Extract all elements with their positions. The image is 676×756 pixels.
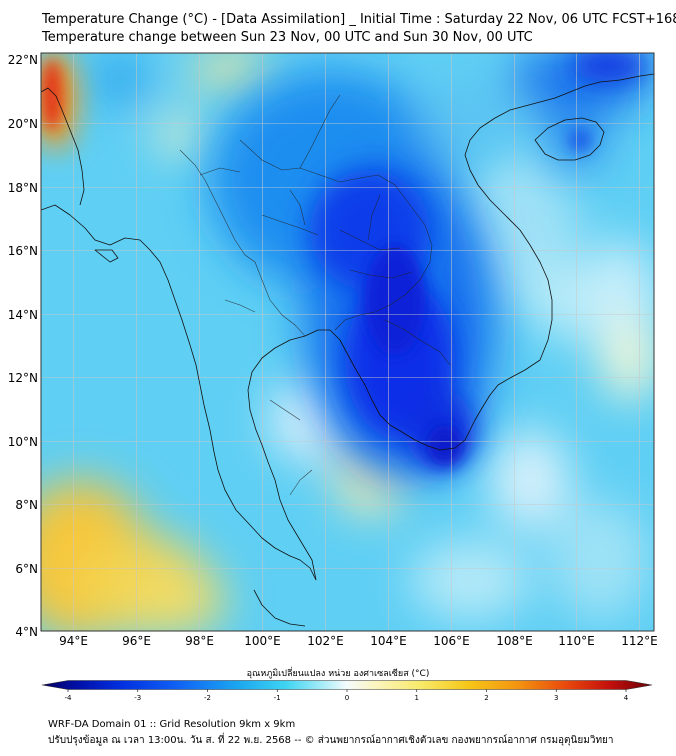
lat-label: 20°N [8,117,38,131]
lon-label: 106°E [433,634,470,648]
colorbar-tick-label: -4 [65,694,73,702]
colorbar-label: อุณหภูมิเปลี่ยนแปลง หน่วย องศาเซลเซียส (… [246,669,430,679]
longitude-labels: 94°E 96°E 98°E 100°E 102°E 104°E 106°E 1… [59,634,658,648]
colorbar-tick-label: 0 [345,694,349,702]
map-title: Temperature Change (°C) - [Data Assimila… [42,12,676,27]
lon-label: 96°E [122,634,151,648]
colorbar-bar [41,680,653,690]
colorbar-tick-label: 4 [624,694,629,702]
lon-label: 100°E [244,634,281,648]
lat-label: 18°N [8,181,38,195]
colorbar-ticks [67,689,627,692]
lon-label: 98°E [185,634,214,648]
lat-label: 10°N [8,435,38,449]
colorbar-tick-labels: -4 -3 -2 -1 0 1 2 3 4 [65,694,629,702]
colorbar-tick-label: 2 [484,694,488,702]
coastlines [41,73,654,627]
footer-model-info: WRF-DA Domain 01 :: Grid Resolution 9km … [48,719,296,730]
colorbar-tick-label: 3 [554,694,558,702]
lat-label: 4°N [15,625,38,639]
lat-label: 8°N [15,498,38,512]
latitude-labels: 22°N 20°N 18°N 16°N 14°N 12°N 10°N 8°N 6… [8,53,38,639]
colorbar-tick-label: -2 [204,694,211,702]
colorbar: -4 -3 -2 -1 0 1 2 3 4 [41,680,653,702]
lon-label: 94°E [59,634,88,648]
lat-label: 16°N [8,244,38,258]
lon-label: 112°E [621,634,658,648]
lat-label: 6°N [15,562,38,576]
map-subtitle: Temperature change between Sun 23 Nov, 0… [42,30,533,45]
colorbar-tick-label: -1 [274,694,281,702]
lat-label: 22°N [8,53,38,67]
map-gridlines [41,53,654,631]
lon-label: 104°E [370,634,407,648]
lon-label: 110°E [558,634,595,648]
colorbar-tick-label: 1 [415,694,419,702]
colorbar-tick-label: -3 [134,694,141,702]
map-frame [40,52,655,632]
footer-credit: ปรับปรุงข้อมูล ณ เวลา 13:00น. วัน ส. ที่… [48,735,614,746]
lat-label: 12°N [8,371,38,385]
lat-label: 14°N [8,308,38,322]
lon-label: 102°E [307,634,344,648]
lon-label: 108°E [496,634,533,648]
country-borders [179,94,451,496]
temperature-field [41,53,654,631]
